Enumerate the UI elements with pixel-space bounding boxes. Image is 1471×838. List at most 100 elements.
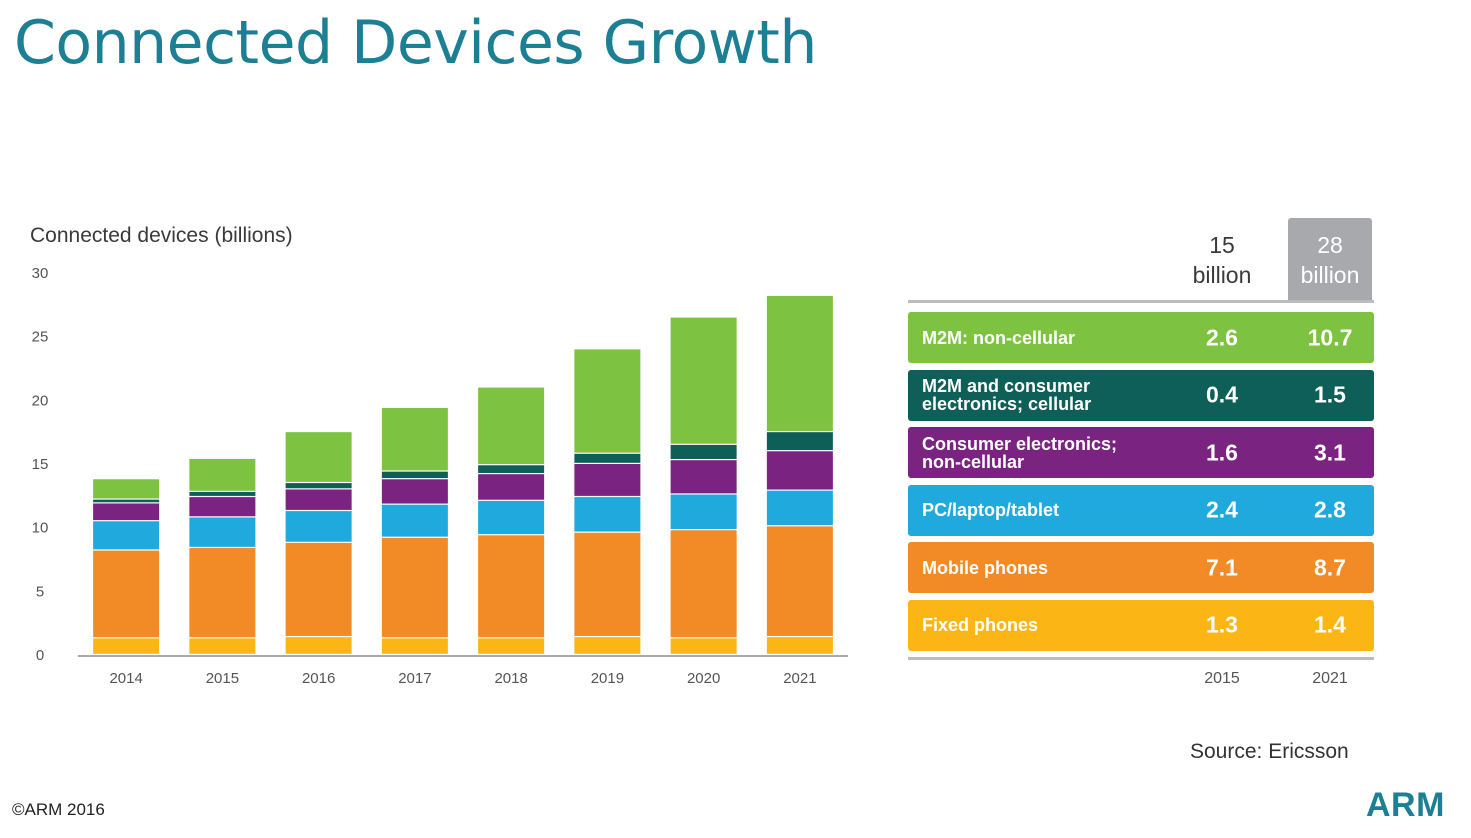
total-2021-unit: billion <box>1300 262 1360 288</box>
y-tick-label: 30 <box>32 265 49 282</box>
bar-segment-pc-2015 <box>189 517 256 547</box>
stacked-bar-chart: Connected devices (billions) 0 5 10 15 20 25 3… <box>30 224 848 687</box>
bar-segment-fixed-2019 <box>574 637 641 654</box>
y-tick-label: 0 <box>36 647 44 664</box>
bar-segment-fixed-2015 <box>189 638 256 654</box>
bar-segment-fixed-2016 <box>285 637 352 654</box>
bar-segment-m2m_cell-2020 <box>670 444 737 459</box>
segment-label: Consumer electronics; non-cellular <box>922 433 1118 472</box>
totals-header: 15 billion 28 billion <box>908 218 1374 300</box>
bar-segment-mobile-2014 <box>93 550 160 638</box>
bar-segment-pc-2016 <box>285 511 352 542</box>
bar-segment-pc-2020 <box>670 494 737 530</box>
bar-segment-m2m_non-2020 <box>670 317 737 444</box>
bar-segment-pc-2018 <box>478 500 545 535</box>
segment-row: M2M: non-cellular 2.6 10.7 <box>908 312 1374 363</box>
x-tick-label: 2017 <box>398 670 431 687</box>
bar-segment-ce-2015 <box>189 497 256 517</box>
table-year-2021: 2021 <box>1312 670 1348 687</box>
chart-title: Connected devices (billions) <box>30 224 293 247</box>
segment-value-2021: 10.7 <box>1307 324 1353 350</box>
x-tick-label: 2021 <box>783 670 816 687</box>
segment-row: Fixed phones 1.3 1.4 <box>908 599 1374 651</box>
source-note: Source: Ericsson <box>1190 740 1349 763</box>
segment-value-2021: 2.8 <box>1314 496 1346 523</box>
bar-segment-m2m_non-2015 <box>189 458 256 491</box>
x-tick-label: 2018 <box>494 670 527 687</box>
segment-value-2015: 1.6 <box>1206 439 1238 465</box>
bar-segment-pc-2014 <box>93 521 160 550</box>
x-tick-label: 2016 <box>302 670 335 687</box>
bar-segment-ce-2018 <box>478 474 545 500</box>
slide-title: Connected Devices Growth <box>14 8 817 78</box>
bar-segment-m2m_cell-2014 <box>93 499 160 503</box>
table-year-2015: 2015 <box>1204 670 1240 687</box>
y-tick-label: 15 <box>32 456 49 473</box>
bar-segment-fixed-2014 <box>93 638 160 654</box>
segment-label: PC/laptop/tablet <box>922 500 1060 520</box>
table-top-rule <box>908 300 1374 303</box>
bar-segment-ce-2019 <box>574 464 641 496</box>
total-2015-unit: billion <box>1192 262 1252 288</box>
bar-segment-m2m_non-2019 <box>574 349 641 453</box>
bar-segment-m2m_cell-2016 <box>285 483 352 489</box>
bar-segment-ce-2020 <box>670 460 737 494</box>
arm-logo: ARM <box>1366 786 1445 824</box>
bar-segment-pc-2019 <box>574 497 641 532</box>
bar-segment-fixed-2021 <box>766 637 833 654</box>
total-2015-value: 15 <box>1209 232 1235 258</box>
segment-value-2021: 1.5 <box>1314 381 1346 408</box>
bar-segment-fixed-2020 <box>670 638 737 654</box>
segment-row: PC/laptop/tablet 2.4 2.8 <box>908 484 1374 536</box>
bar-segment-m2m_cell-2021 <box>766 432 833 451</box>
bar-segment-m2m_cell-2017 <box>381 471 448 479</box>
x-tick-label: 2019 <box>591 670 624 687</box>
bar-segment-mobile-2021 <box>766 526 833 636</box>
segment-label: M2M and consumer electronics; cellular <box>922 376 1092 414</box>
segment-value-2015: 7.1 <box>1206 554 1238 580</box>
table-year-labels: 2015 2021 <box>908 660 1374 690</box>
total-2021-value: 28 <box>1317 232 1343 258</box>
segment-label: Mobile phones <box>922 557 1048 578</box>
bar-segment-m2m_non-2017 <box>381 407 448 471</box>
bar-segment-mobile-2019 <box>574 532 641 636</box>
y-tick-label: 10 <box>32 520 49 537</box>
table-bottom-rule <box>908 657 1374 660</box>
x-tick-label: 2020 <box>687 670 720 687</box>
segment-row: M2M and consumer electronics; cellular 0… <box>908 369 1374 421</box>
segment-value-2015: 2.4 <box>1206 496 1238 523</box>
segment-value-2021: 1.4 <box>1314 611 1346 638</box>
y-tick-label: 5 <box>36 583 44 600</box>
segment-rows: M2M: non-cellular 2.6 10.7 M2M and consu… <box>908 303 1374 651</box>
bar-segment-mobile-2015 <box>189 548 256 638</box>
segment-value-2021: 8.7 <box>1314 554 1346 580</box>
total-2015: 15 billion <box>1180 218 1264 300</box>
bar-segment-ce-2021 <box>766 451 833 490</box>
bar-segment-mobile-2018 <box>478 535 545 638</box>
segment-value-2015: 1.3 <box>1206 611 1238 638</box>
segment-value-2015: 0.4 <box>1206 381 1238 408</box>
summary-table: 15 billion 28 billion M2M: non-cellular … <box>908 218 1374 690</box>
y-tick-label: 20 <box>32 392 49 409</box>
x-tick-label: 2014 <box>109 670 142 687</box>
bar-segment-m2m_cell-2018 <box>478 465 545 473</box>
segment-value-2015: 2.6 <box>1206 324 1238 350</box>
bar-segment-ce-2017 <box>381 479 448 504</box>
bar-segment-pc-2017 <box>381 504 448 537</box>
bar-segment-m2m_non-2016 <box>285 432 352 482</box>
total-2021: 28 billion <box>1288 218 1372 300</box>
bar-segment-ce-2014 <box>93 503 160 521</box>
y-tick-label: 25 <box>32 329 49 346</box>
x-tick-label: 2015 <box>206 670 239 687</box>
segment-row: Mobile phones 7.1 8.7 <box>908 542 1374 593</box>
bar-segment-m2m_cell-2015 <box>189 492 256 496</box>
bar-segment-fixed-2018 <box>478 638 545 654</box>
bar-segment-m2m_non-2021 <box>766 295 833 431</box>
bar-segment-pc-2021 <box>766 490 833 526</box>
bar-segment-mobile-2016 <box>285 542 352 636</box>
bar-segment-m2m_non-2014 <box>93 479 160 499</box>
bar-segment-m2m_cell-2019 <box>574 453 641 463</box>
bar-segment-ce-2016 <box>285 489 352 510</box>
bar-segment-fixed-2017 <box>381 638 448 654</box>
segment-row: Consumer electronics; non-cellular 1.6 3… <box>908 427 1374 478</box>
